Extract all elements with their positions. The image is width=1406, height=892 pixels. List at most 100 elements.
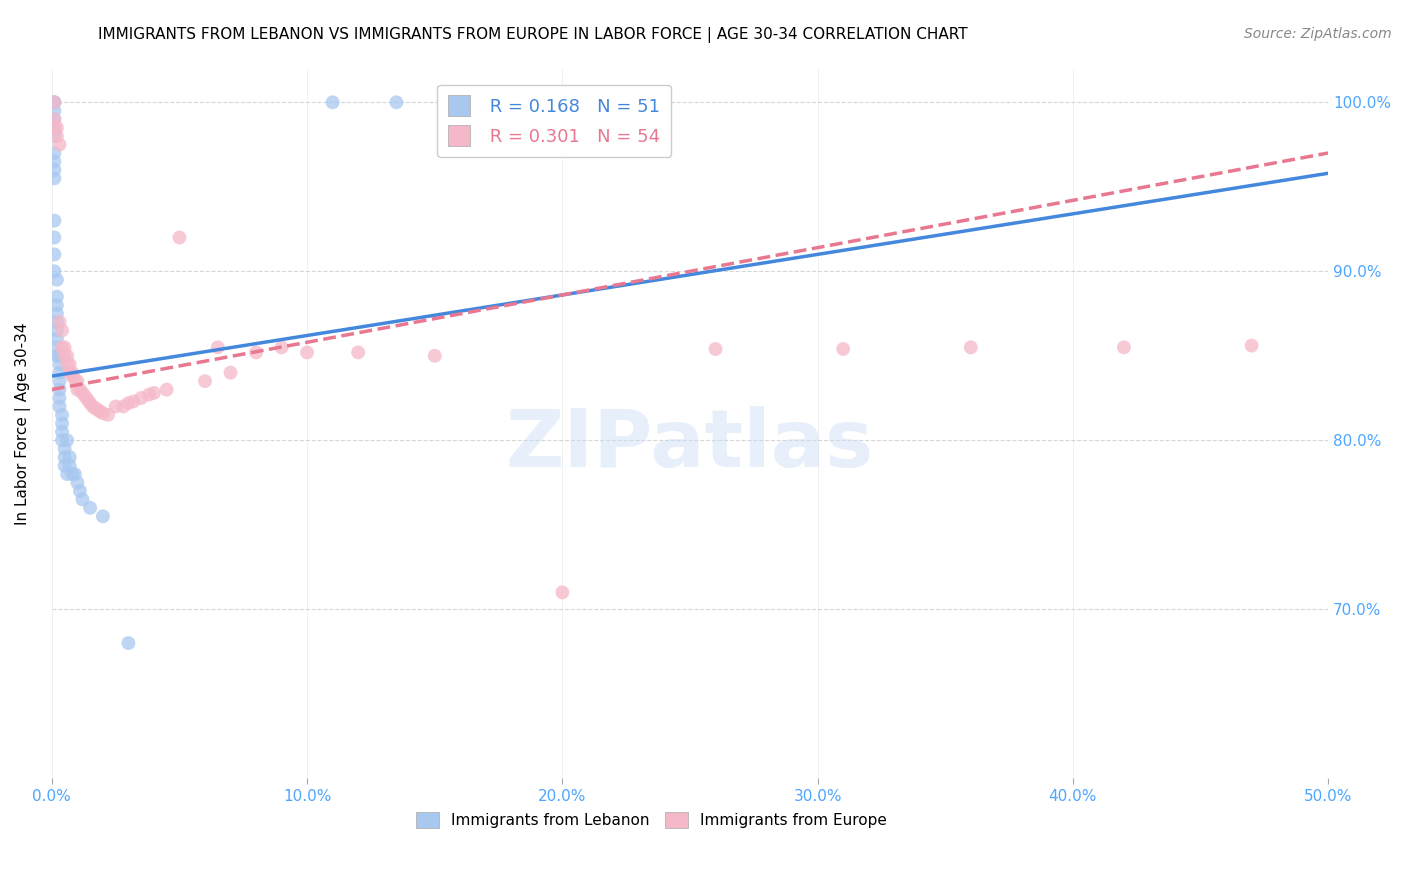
Point bbox=[44, 146, 66, 161]
Point bbox=[142, 386, 165, 401]
Point bbox=[51, 340, 73, 354]
Point bbox=[704, 342, 727, 356]
Point bbox=[60, 467, 83, 481]
Point bbox=[51, 434, 73, 448]
Point bbox=[63, 467, 86, 481]
Point bbox=[79, 396, 101, 410]
Point bbox=[45, 306, 67, 320]
Point bbox=[63, 372, 86, 386]
Point bbox=[84, 401, 107, 416]
Point bbox=[60, 366, 83, 380]
Point bbox=[44, 95, 66, 110]
Point bbox=[59, 366, 82, 380]
Point bbox=[73, 389, 96, 403]
Point bbox=[104, 400, 127, 414]
Point bbox=[44, 230, 66, 244]
Point bbox=[832, 342, 855, 356]
Point bbox=[122, 394, 145, 409]
Point bbox=[44, 103, 66, 118]
Point bbox=[245, 345, 267, 359]
Point bbox=[44, 120, 66, 135]
Point bbox=[45, 129, 67, 144]
Point bbox=[91, 509, 114, 524]
Point bbox=[45, 340, 67, 354]
Point bbox=[44, 162, 66, 177]
Point bbox=[129, 391, 152, 405]
Point bbox=[53, 450, 76, 465]
Point bbox=[44, 112, 66, 127]
Point bbox=[45, 315, 67, 329]
Point bbox=[76, 392, 98, 407]
Point bbox=[51, 425, 73, 439]
Point bbox=[66, 374, 89, 388]
Point bbox=[72, 386, 94, 401]
Text: ZIPatlas: ZIPatlas bbox=[506, 406, 875, 483]
Point bbox=[1112, 340, 1135, 354]
Point bbox=[45, 323, 67, 337]
Point bbox=[48, 349, 70, 363]
Point bbox=[72, 492, 94, 507]
Point bbox=[117, 396, 139, 410]
Point bbox=[169, 230, 191, 244]
Point bbox=[44, 95, 66, 110]
Point bbox=[66, 475, 89, 490]
Point bbox=[56, 349, 79, 363]
Point bbox=[48, 391, 70, 405]
Point bbox=[347, 345, 370, 359]
Point bbox=[48, 400, 70, 414]
Point bbox=[138, 387, 160, 401]
Point bbox=[53, 340, 76, 354]
Point bbox=[56, 434, 79, 448]
Point bbox=[91, 406, 114, 420]
Point bbox=[207, 340, 229, 354]
Point bbox=[194, 374, 217, 388]
Point bbox=[423, 349, 446, 363]
Point bbox=[56, 467, 79, 481]
Point bbox=[156, 383, 179, 397]
Point bbox=[97, 408, 120, 422]
Point bbox=[51, 417, 73, 431]
Point bbox=[959, 340, 981, 354]
Point bbox=[44, 247, 66, 261]
Point bbox=[45, 349, 67, 363]
Point bbox=[60, 369, 83, 384]
Point bbox=[219, 366, 242, 380]
Point bbox=[87, 402, 110, 417]
Legend: Immigrants from Lebanon, Immigrants from Europe: Immigrants from Lebanon, Immigrants from… bbox=[411, 806, 893, 834]
Text: IMMIGRANTS FROM LEBANON VS IMMIGRANTS FROM EUROPE IN LABOR FORCE | AGE 30-34 COR: IMMIGRANTS FROM LEBANON VS IMMIGRANTS FR… bbox=[98, 27, 969, 43]
Point bbox=[385, 95, 408, 110]
Y-axis label: In Labor Force | Age 30-34: In Labor Force | Age 30-34 bbox=[15, 322, 31, 524]
Point bbox=[53, 442, 76, 456]
Point bbox=[48, 357, 70, 371]
Point bbox=[48, 137, 70, 152]
Point bbox=[45, 273, 67, 287]
Point bbox=[44, 171, 66, 186]
Point bbox=[322, 95, 344, 110]
Point bbox=[59, 458, 82, 473]
Point bbox=[82, 400, 104, 414]
Point bbox=[79, 500, 101, 515]
Point bbox=[48, 383, 70, 397]
Point bbox=[1240, 338, 1263, 352]
Point bbox=[51, 323, 73, 337]
Point bbox=[69, 383, 91, 397]
Point bbox=[51, 408, 73, 422]
Point bbox=[48, 315, 70, 329]
Point bbox=[45, 332, 67, 346]
Point bbox=[44, 112, 66, 127]
Point bbox=[44, 95, 66, 110]
Point bbox=[45, 290, 67, 304]
Point bbox=[295, 345, 318, 359]
Point bbox=[45, 120, 67, 135]
Point bbox=[48, 366, 70, 380]
Point bbox=[53, 458, 76, 473]
Point bbox=[66, 383, 89, 397]
Point bbox=[44, 213, 66, 227]
Point bbox=[45, 298, 67, 312]
Point bbox=[112, 400, 135, 414]
Point bbox=[89, 404, 111, 418]
Point bbox=[48, 374, 70, 388]
Point bbox=[69, 483, 91, 498]
Point bbox=[44, 129, 66, 144]
Point bbox=[59, 357, 82, 371]
